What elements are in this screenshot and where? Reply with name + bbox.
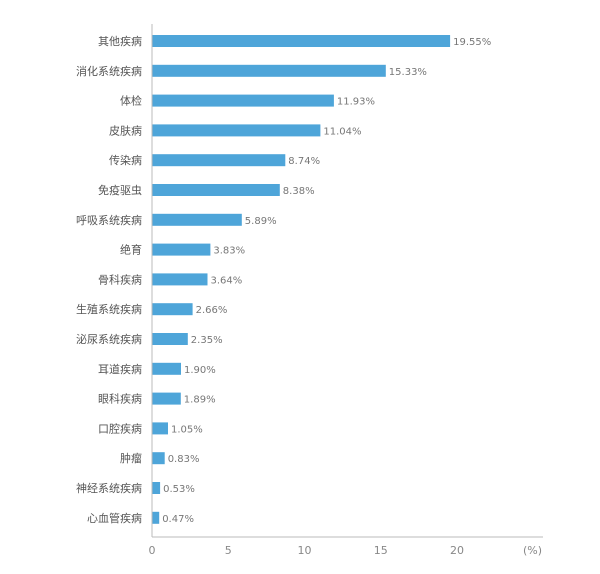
x-tick-label: 0 [149, 544, 156, 557]
bar [152, 511, 160, 524]
category-label: 耳道疾病 [98, 362, 142, 376]
category-label: 绝育 [120, 243, 142, 257]
category-label: 神经系统疾病 [76, 481, 142, 495]
bar [152, 184, 280, 196]
category-label: 肿瘤 [120, 451, 142, 465]
category-label: 免疫驱虫 [98, 183, 142, 197]
x-tick-label: 20 [450, 544, 464, 557]
category-labels-group: 其他疾病消化系统疾病体检皮肤病传染病免疫驱虫呼吸系统疾病绝育骨科疾病生殖系统疾病… [76, 34, 142, 525]
category-label: 消化系统疾病 [76, 64, 142, 78]
bar [152, 124, 321, 137]
bar [152, 213, 242, 226]
category-label: 传染病 [109, 153, 142, 167]
bar [152, 64, 386, 77]
value-label: 1.90% [184, 365, 216, 376]
bar [152, 482, 161, 494]
value-label: 11.93% [337, 97, 375, 108]
bar [152, 362, 181, 375]
x-axis-unit-label: (%) [523, 544, 542, 557]
bar [152, 422, 168, 435]
category-label: 呼吸系统疾病 [76, 213, 142, 227]
bar [152, 273, 208, 286]
value-label: 11.04% [323, 126, 361, 137]
category-label: 口腔疾病 [98, 421, 142, 435]
value-label: 5.89% [245, 216, 277, 227]
value-label: 0.53% [163, 484, 195, 495]
bar [152, 243, 211, 256]
bar [152, 94, 334, 107]
value-label: 1.05% [171, 424, 203, 435]
x-ticks-group: 0 5 10 15 20 [149, 544, 465, 557]
category-label: 生殖系统疾病 [76, 302, 142, 316]
category-label: 骨科疾病 [98, 272, 142, 286]
x-tick-label: 5 [225, 544, 232, 557]
value-label: 15.33% [389, 67, 427, 78]
bar [152, 154, 286, 167]
bars-group [152, 35, 451, 524]
bar [152, 303, 193, 316]
category-label: 体检 [120, 94, 142, 108]
x-tick-label: 15 [374, 544, 388, 557]
bar [152, 35, 451, 47]
bar [152, 392, 181, 405]
value-label: 8.38% [283, 186, 315, 197]
value-labels-group: 19.55% 15.33% 11.93% 11.04% 8.74% 8.38% 5.89% 3… [162, 37, 491, 525]
value-label: 1.89% [184, 395, 216, 406]
x-tick-label: 10 [298, 544, 312, 557]
value-label: 0.47% [162, 514, 194, 525]
value-label: 2.35% [191, 335, 223, 346]
axes-group [151, 24, 543, 538]
value-label: 3.83% [213, 246, 245, 257]
value-label: 2.66% [196, 305, 228, 316]
category-label: 泌尿系统疾病 [76, 332, 142, 346]
bar [152, 452, 165, 465]
bar [152, 333, 188, 345]
category-label: 其他疾病 [98, 34, 142, 48]
value-label: 8.74% [288, 156, 320, 167]
value-label: 0.83% [168, 454, 200, 465]
category-label: 皮肤病 [109, 123, 142, 137]
value-label: 19.55% [453, 37, 491, 48]
category-label: 眼科疾病 [98, 392, 142, 406]
value-label: 3.64% [211, 275, 243, 286]
category-label: 心血管疾病 [87, 511, 142, 525]
